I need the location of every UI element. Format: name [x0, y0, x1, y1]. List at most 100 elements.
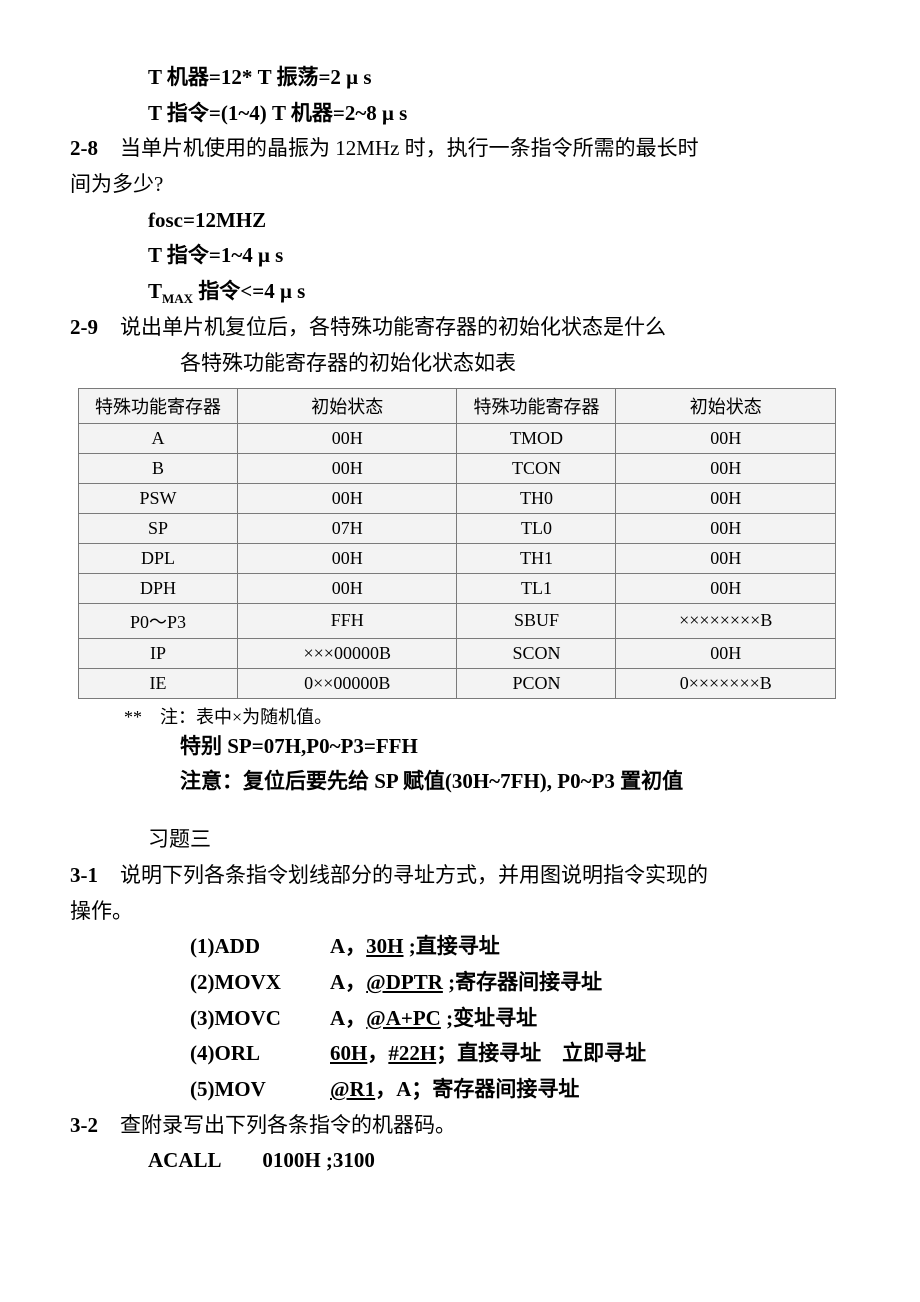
- sfr-extra1: 特别 SP=07H,P0~P3=FFH: [70, 729, 850, 765]
- tmax-pre: T: [148, 279, 162, 303]
- table-row: DPL00HTH100H: [79, 543, 836, 573]
- table-cell: IP: [79, 638, 238, 668]
- table-cell: TMOD: [457, 423, 616, 453]
- q-num: 2-8: [70, 131, 120, 167]
- table-cell: 00H: [237, 543, 457, 573]
- inst-mnemonic: (3)MOVC: [190, 1001, 330, 1037]
- table-row: A00HTMOD00H: [79, 423, 836, 453]
- table-cell: TL0: [457, 513, 616, 543]
- inst-operands: A，30H ;直接寻址: [330, 929, 500, 965]
- table-cell: 00H: [616, 483, 836, 513]
- table-cell: FFH: [237, 603, 457, 638]
- instruction-item: (1)ADDA，30H ;直接寻址: [70, 929, 850, 965]
- table-cell: 00H: [616, 543, 836, 573]
- underlined-operand: @DPTR: [366, 970, 443, 994]
- table-note: ** 注：表中×为随机值。: [70, 703, 850, 729]
- table-cell: 0×××××××B: [616, 668, 836, 698]
- table-cell: DPH: [79, 573, 238, 603]
- instruction-item: (5)MOV @R1，A；寄存器间接寻址: [70, 1072, 850, 1108]
- q2-8-a1: fosc=12MHZ: [70, 203, 850, 239]
- table-cell: 00H: [237, 483, 457, 513]
- inst-mnemonic: (5)MOV: [190, 1072, 330, 1108]
- table-cell: 00H: [616, 423, 836, 453]
- table-cell: TH0: [457, 483, 616, 513]
- table-cell: TCON: [457, 453, 616, 483]
- q2-9-cont: 各特殊功能寄存器的初始化状态如表: [70, 346, 850, 382]
- table-cell: 00H: [616, 453, 836, 483]
- q3-2-a: ACALL 0100H ;3100: [70, 1143, 850, 1179]
- table-cell: ××××××××B: [616, 603, 836, 638]
- underlined-operand: @A+PC: [366, 1006, 441, 1030]
- q-body: 查附录写出下列各条指令的机器码。: [120, 1108, 850, 1144]
- underlined-operand: @R1: [330, 1077, 375, 1101]
- table-cell: TH1: [457, 543, 616, 573]
- table-row: B00HTCON00H: [79, 453, 836, 483]
- underlined-operand: #22H: [388, 1041, 436, 1065]
- q3-1: 3-1 说明下列各条指令划线部分的寻址方式，并用图说明指令实现的: [70, 858, 850, 894]
- instruction-item: (4)ORL 60H，#22H；直接寻址 立即寻址: [70, 1036, 850, 1072]
- timing-line-2: T 指令=(1~4) T 机器=2~8 μ s: [70, 96, 850, 132]
- q-body: 当单片机使用的晶振为 12MHz 时，执行一条指令所需的最长时: [120, 131, 850, 167]
- table-cell: TL1: [457, 573, 616, 603]
- table-cell: ×××00000B: [237, 638, 457, 668]
- table-cell: 00H: [616, 638, 836, 668]
- sfr-extra2: 注意：复位后要先给 SP 赋值(30H~7FH), P0~P3 置初值: [70, 764, 850, 800]
- tmax-post: 指令<=4 μ s: [193, 279, 305, 303]
- inst-mnemonic: (4)ORL: [190, 1036, 330, 1072]
- th: 特殊功能寄存器: [79, 388, 238, 423]
- table-row: SP07HTL000H: [79, 513, 836, 543]
- instruction-item: (2)MOVXA，@DPTR ;寄存器间接寻址: [70, 965, 850, 1001]
- q2-9: 2-9 说出单片机复位后，各特殊功能寄存器的初始化状态是什么: [70, 310, 850, 346]
- sfr-table-wrap: 特殊功能寄存器 初始状态 特殊功能寄存器 初始状态 A00HTMOD00HB00…: [78, 388, 836, 699]
- sfr-table: 特殊功能寄存器 初始状态 特殊功能寄存器 初始状态 A00HTMOD00HB00…: [78, 388, 836, 699]
- inst-operands: 60H，#22H；直接寻址 立即寻址: [330, 1036, 646, 1072]
- table-cell: 00H: [616, 513, 836, 543]
- table-cell: SP: [79, 513, 238, 543]
- table-cell: SBUF: [457, 603, 616, 638]
- table-cell: DPL: [79, 543, 238, 573]
- table-cell: A: [79, 423, 238, 453]
- q-num: 2-9: [70, 310, 120, 346]
- q3-1-cont: 操作。: [70, 894, 850, 930]
- table-cell: 0××00000B: [237, 668, 457, 698]
- instruction-item: (3)MOVCA，@A+PC ;变址寻址: [70, 1001, 850, 1037]
- q-body: 说出单片机复位后，各特殊功能寄存器的初始化状态是什么: [120, 310, 850, 346]
- table-cell: P0～P3: [79, 603, 238, 638]
- table-cell: 00H: [237, 453, 457, 483]
- th: 初始状态: [616, 388, 836, 423]
- table-row: IE0××00000BPCON0×××××××B: [79, 668, 836, 698]
- q2-8-a3: TMAX 指令<=4 μ s: [70, 274, 850, 310]
- q2-8-cont: 间为多少?: [70, 167, 850, 203]
- inst-operands: A，@A+PC ;变址寻址: [330, 1001, 537, 1037]
- q3-2: 3-2 查附录写出下列各条指令的机器码。: [70, 1108, 850, 1144]
- table-cell: 00H: [237, 573, 457, 603]
- q2-8-a2: T 指令=1~4 μ s: [70, 238, 850, 274]
- table-cell: B: [79, 453, 238, 483]
- inst-mnemonic: (1)ADD: [190, 929, 330, 965]
- th: 特殊功能寄存器: [457, 388, 616, 423]
- underlined-operand: 30H: [366, 934, 403, 958]
- table-cell: PSW: [79, 483, 238, 513]
- table-cell: PCON: [457, 668, 616, 698]
- table-cell: 00H: [616, 573, 836, 603]
- underlined-operand: 60H: [330, 1041, 367, 1065]
- inst-operands: A，@DPTR ;寄存器间接寻址: [330, 965, 602, 1001]
- inst-operands: @R1，A；寄存器间接寻址: [330, 1072, 579, 1108]
- tmax-sub: MAX: [162, 291, 193, 306]
- q2-8: 2-8 当单片机使用的晶振为 12MHz 时，执行一条指令所需的最长时: [70, 131, 850, 167]
- th: 初始状态: [237, 388, 457, 423]
- table-row: PSW00HTH000H: [79, 483, 836, 513]
- table-cell: SCON: [457, 638, 616, 668]
- table-cell: 07H: [237, 513, 457, 543]
- table-cell: IE: [79, 668, 238, 698]
- q-num: 3-1: [70, 858, 120, 894]
- table-row: P0～P3FFHSBUF××××××××B: [79, 603, 836, 638]
- table-cell: 00H: [237, 423, 457, 453]
- timing-line-1: T 机器=12* T 振荡=2 μ s: [70, 60, 850, 96]
- q-num: 3-2: [70, 1108, 120, 1144]
- chapter3-title: 习题三: [70, 822, 850, 858]
- q-body: 说明下列各条指令划线部分的寻址方式，并用图说明指令实现的: [120, 858, 850, 894]
- inst-mnemonic: (2)MOVX: [190, 965, 330, 1001]
- table-row: DPH00HTL100H: [79, 573, 836, 603]
- table-row: IP×××00000BSCON00H: [79, 638, 836, 668]
